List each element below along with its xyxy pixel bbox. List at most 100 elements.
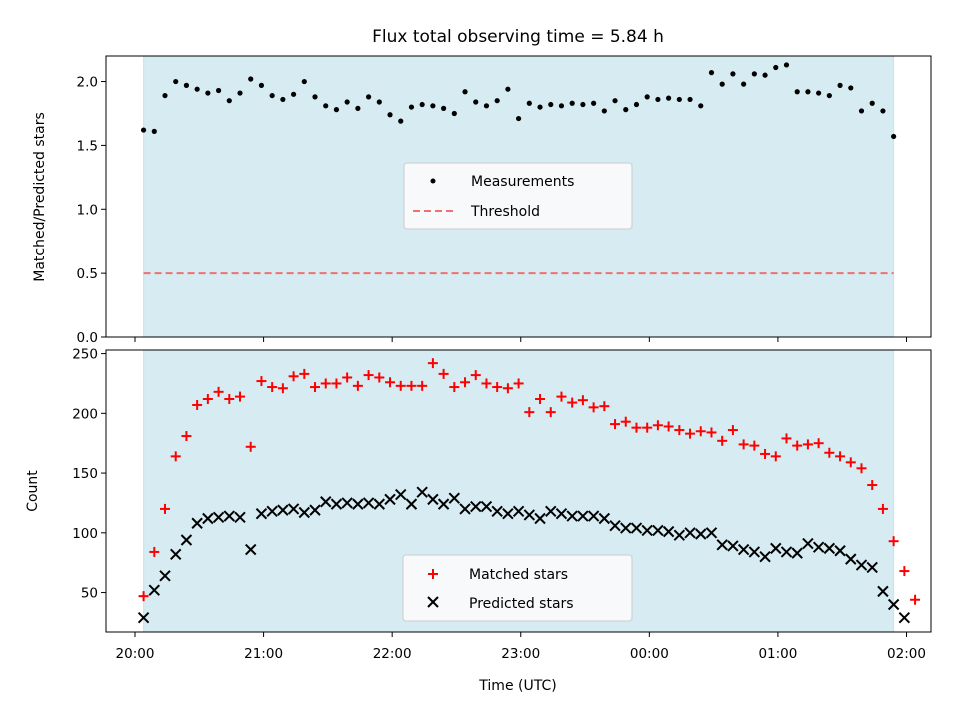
predicted-star-point [555,507,568,520]
matched-star-point [545,407,556,418]
predicted-star-point [395,488,407,501]
measurement-point [794,89,800,95]
measurement-point [730,71,736,77]
matched-star-point [535,393,546,404]
matched-star-point [556,391,567,402]
top-plot-frame [105,55,932,338]
predicted-star-point [587,510,600,522]
matched-star-point [824,447,835,458]
predicted-stars-legend-marker [427,596,439,608]
predicted-star-point [148,584,160,596]
measurement-point [848,85,854,91]
matched-star-point [502,383,513,394]
predicted-star-point [673,529,686,541]
measurement-point [269,92,275,99]
matched-star-point [352,380,363,391]
matched-stars-legend-label: Matched stars [469,567,568,583]
matched-star-point [685,428,696,439]
predicted-star-point [470,500,482,513]
measurement-point [376,99,382,105]
predicted-star-point [759,551,771,563]
matched-star-point [577,395,588,406]
measurement-point [248,76,254,82]
measurement-point [205,90,211,96]
bottom-y-axis: 50 100 150 200 250 [72,347,106,602]
predicted-star-point [695,528,707,540]
matched-star-point [792,440,803,451]
predicted-star-point [877,585,889,598]
matched-star-point [363,370,374,381]
measurement-point [880,108,886,114]
measurement-point [151,128,157,134]
measurement-point [601,108,607,114]
predicted-star-point [898,611,911,624]
bottom-y-tick-label: 200 [72,406,98,422]
measurement-point [526,100,532,106]
matched-star-point [910,594,921,605]
matched-star-point [620,416,631,427]
bottom-legend: Matched stars Predicted stars [402,554,633,622]
matched-star-point [138,591,149,602]
predicted-star-point [609,519,621,532]
predicted-star-point [362,497,375,509]
top-legend: Measurements Threshold [403,162,633,230]
matched-star-point [567,397,578,408]
matched-star-point [674,425,685,436]
predicted-star-point [234,511,246,523]
measurement-point [580,101,586,108]
predicted-star-point [330,498,343,510]
predicted-star-point [266,505,278,518]
matched-star-point [781,433,792,444]
matched-stars-series [138,358,921,605]
predicted-star-point [834,545,846,557]
predicted-star-point [309,504,321,516]
measurement-point [783,62,790,68]
measurement-point [837,82,843,88]
matched-star-point [706,427,717,438]
matched-star-point [235,391,246,402]
measurement-point [569,100,575,106]
predicted-star-point [459,503,471,515]
measurement-point [451,110,457,117]
predicted-star-point [384,493,396,506]
predicted-star-point [448,492,461,504]
bottom-plot-frame [105,349,932,633]
bottom-x-tick-label: 20:00 [116,646,155,662]
matched-star-point [449,382,460,393]
predicted-star-point [245,543,257,556]
predicted-star-point [641,524,653,537]
predicted-star-point [180,534,193,546]
matched-star-point [652,420,663,431]
matched-star-point [760,448,771,459]
measurement-point [483,103,490,109]
predicted-star-point [716,539,728,551]
measurement-point [323,103,329,109]
measurement-point [666,95,672,101]
measurement-point [698,103,704,109]
chart-title: Flux total observing time = 5.84 h [372,27,664,47]
measurement-point [280,96,286,103]
matched-star-point [460,377,471,388]
top-y-tick-label: 2.0 [77,75,98,91]
predicted-star-point [491,505,503,518]
matched-star-point [160,503,171,514]
predicted-stars-legend-label: Predicted stars [469,596,574,612]
predicted-star-point [705,527,718,539]
predicted-star-point [866,561,878,574]
matched-star-point [738,439,749,450]
matched-star-point [813,438,824,449]
measurement-point [858,108,865,114]
bottom-y-axis-label: Count [25,470,41,512]
matched-star-point [192,399,203,410]
matched-star-point [727,425,738,436]
measurement-point [387,112,393,118]
predicted-star-point [191,517,203,529]
measurement-point [687,96,693,103]
matched-star-point [695,426,706,437]
measurement-point [140,127,147,133]
matched-star-point [877,503,888,514]
predicted-star-point [812,541,825,553]
predicted-star-point [523,509,536,521]
top-legend-box [403,162,633,230]
matched-star-point [524,407,535,418]
